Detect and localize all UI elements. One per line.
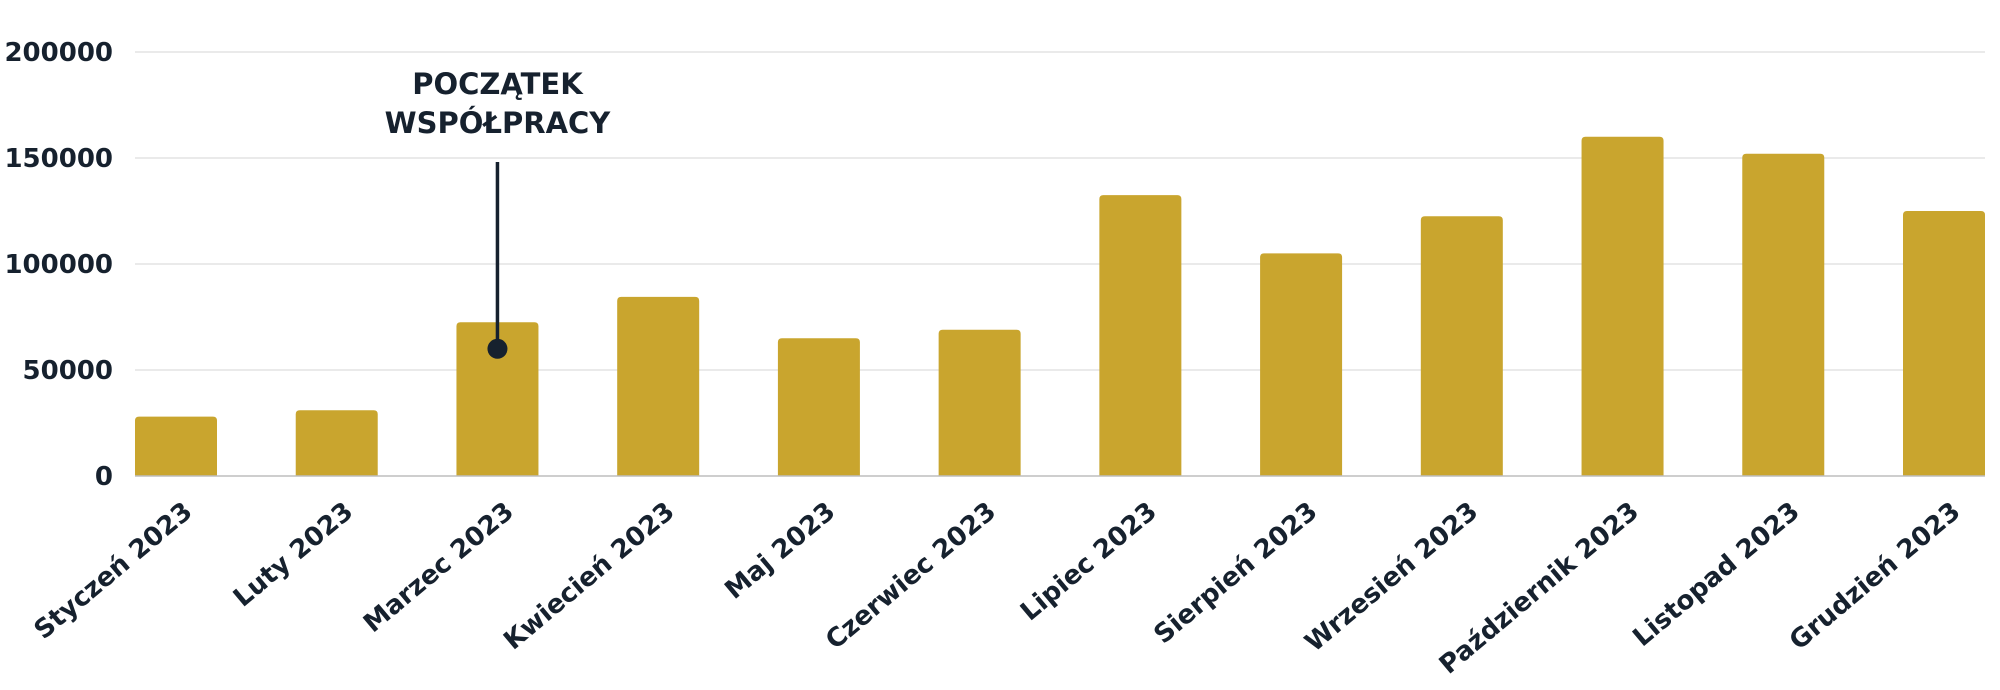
- bar: [777, 338, 860, 476]
- annotation-label-line-2: WSPÓŁPRACY: [385, 106, 612, 140]
- y-tick-label: 0: [95, 462, 113, 492]
- bar: [617, 296, 700, 476]
- x-tick-label: Luty 2023: [228, 496, 359, 613]
- y-tick-label: 200000: [4, 38, 113, 68]
- x-tick-label: Styczeń 2023: [29, 496, 199, 645]
- annotation: POCZĄTEK WSPÓŁPRACY: [385, 67, 612, 359]
- bar: [1581, 136, 1664, 477]
- x-tick-label: Grudzień 2023: [1784, 496, 1966, 656]
- x-tick-label: Sierpień 2023: [1148, 496, 1323, 650]
- bar: [1903, 211, 1985, 476]
- bar: [135, 416, 217, 476]
- x-tick-label: Lipiec 2023: [1015, 496, 1163, 627]
- bar: [1742, 153, 1825, 476]
- bar: [1420, 216, 1503, 477]
- bar: [938, 329, 1021, 476]
- bars: [135, 136, 1985, 477]
- gridlines: [135, 51, 1985, 371]
- annotation-marker: [487, 338, 508, 359]
- x-axis-ticks: Styczeń 2023 Luty 2023 Marzec 2023Kwiecień…: [29, 496, 1967, 680]
- y-axis-ticks: 0 50000 100000 150000 200000: [4, 38, 113, 492]
- annotation-label-line-1: POCZĄTEK: [412, 67, 584, 101]
- x-tick-label: Listopad 2023: [1627, 496, 1805, 652]
- bar: [1099, 195, 1182, 476]
- bar: [295, 410, 378, 476]
- x-tick-label: Wrzesień 2023: [1300, 496, 1485, 658]
- bar: [456, 322, 539, 476]
- x-tick-label: Marzec 2023: [358, 496, 520, 638]
- x-tick-label: Czerwiec 2023: [820, 496, 1002, 655]
- y-tick-label: 100000: [4, 250, 113, 280]
- y-tick-label: 150000: [4, 144, 113, 174]
- x-tick-label: Maj 2023: [719, 496, 841, 605]
- x-tick-label: Kwiecień 2023: [498, 496, 680, 656]
- bar: [1260, 253, 1343, 476]
- y-tick-label: 50000: [23, 356, 113, 386]
